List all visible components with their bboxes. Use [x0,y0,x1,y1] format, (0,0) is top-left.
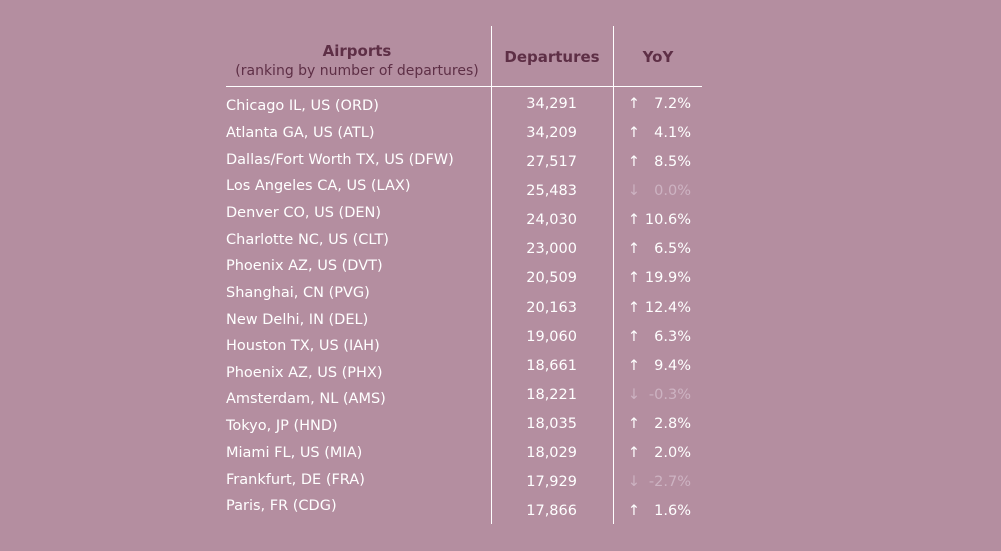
yoy-value: 19.9% [644,270,691,286]
arrow-up-icon: ↑ [627,270,641,286]
departures-value: 18,221 [526,387,577,403]
arrow-up-icon: ↑ [627,241,641,257]
airport-name: Frankfurt, DE (FRA) [226,472,365,488]
departures-value: 34,291 [526,96,577,112]
airport-name: Amsterdam, NL (AMS) [226,391,386,407]
arrow-down-icon: ↓ [627,183,641,199]
airport-name: Denver CO, US (DEN) [226,205,382,221]
airport-name: Shanghai, CN (PVG) [226,285,370,301]
column-divider-1 [491,26,492,524]
departures-value: 18,029 [526,445,577,461]
header-airports: Airports [322,42,392,60]
header-rule [226,86,702,87]
departures-value: 20,163 [526,300,577,316]
header-departures: Departures [504,48,600,66]
departures-value: 17,929 [526,474,577,490]
header-yoy: YoY [642,48,674,66]
airport-name: Phoenix AZ, US (DVT) [226,258,383,274]
departures-value: 18,035 [526,416,577,432]
arrow-down-icon: ↓ [627,387,641,403]
yoy-value: 2.8% [654,416,691,432]
arrow-up-icon: ↑ [627,212,641,228]
airport-name: New Delhi, IN (DEL) [226,312,369,328]
yoy-value: -2.7% [648,474,691,490]
yoy-value: 1.6% [654,503,691,519]
airport-name: Dallas/Fort Worth TX, US (DFW) [226,152,454,168]
arrow-up-icon: ↑ [627,96,641,112]
departures-value: 24,030 [526,212,577,228]
departures-value: 19,060 [526,329,577,345]
arrow-up-icon: ↑ [627,300,641,316]
yoy-value: 0.0% [654,183,691,199]
departures-value: 18,661 [526,358,577,374]
arrow-up-icon: ↑ [627,125,641,141]
yoy-value: 4.1% [654,125,691,141]
arrow-up-icon: ↑ [627,416,641,432]
airport-name: Paris, FR (CDG) [226,498,337,514]
yoy-value: 12.4% [644,300,691,316]
airport-name: Tokyo, JP (HND) [226,418,338,434]
airport-name: Charlotte NC, US (CLT) [226,232,389,248]
arrow-up-icon: ↑ [627,503,641,519]
arrow-down-icon: ↓ [627,474,641,490]
yoy-value: 6.5% [654,241,691,257]
arrow-up-icon: ↑ [627,445,641,461]
departures-value: 17,866 [526,503,577,519]
arrow-up-icon: ↑ [627,358,641,374]
yoy-value: 6.3% [654,329,691,345]
departures-value: 27,517 [526,154,577,170]
arrow-up-icon: ↑ [627,329,641,345]
departures-value: 25,483 [526,183,577,199]
yoy-value: 8.5% [654,154,691,170]
arrow-up-icon: ↑ [627,154,641,170]
airport-name: Phoenix AZ, US (PHX) [226,365,383,381]
yoy-value: 10.6% [644,212,691,228]
airport-name: Miami FL, US (MIA) [226,445,363,461]
airport-name: Chicago IL, US (ORD) [226,98,379,114]
departures-value: 20,509 [526,270,577,286]
yoy-value: 7.2% [654,96,691,112]
header-airports-subtitle: (ranking by number of departures) [235,63,479,79]
airport-name: Houston TX, US (IAH) [226,338,380,354]
yoy-value: 9.4% [654,358,691,374]
departures-value: 34,209 [526,125,577,141]
yoy-value: -0.3% [648,387,691,403]
yoy-value: 2.0% [654,445,691,461]
column-divider-2 [613,26,614,524]
departures-value: 23,000 [526,241,577,257]
airport-name: Atlanta GA, US (ATL) [226,125,375,141]
airport-name: Los Angeles CA, US (LAX) [226,178,411,194]
